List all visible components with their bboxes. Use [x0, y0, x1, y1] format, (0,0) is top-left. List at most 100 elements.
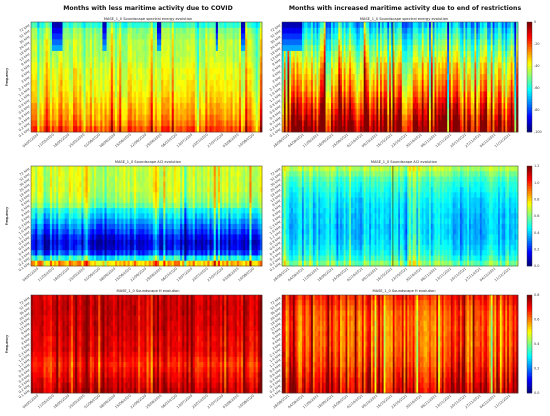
heatmap-cell — [372, 33, 375, 40]
heatmap-cell — [401, 22, 404, 29]
heatmap-cell — [70, 171, 74, 177]
heatmap-cell — [68, 108, 72, 115]
heatmap-cell — [356, 79, 359, 86]
heatmap-cell — [194, 103, 198, 110]
heatmap-cell — [35, 27, 38, 34]
heatmap-cell — [358, 33, 361, 40]
heatmap-cell — [228, 56, 231, 63]
heatmap-cell — [350, 27, 354, 34]
heatmap-cell — [161, 50, 164, 58]
heatmap-cell — [163, 166, 166, 172]
heatmap-cell — [447, 45, 450, 52]
heatmap-cell — [104, 166, 107, 172]
heatmap-cell — [236, 85, 240, 92]
heatmap-cell — [257, 22, 261, 29]
heatmap-cell — [389, 79, 392, 86]
heatmap-cell — [39, 166, 42, 172]
heatmap-cell — [318, 50, 321, 58]
heatmap-cell — [407, 33, 410, 40]
heatmap-cell — [203, 176, 206, 183]
heatmap-cell — [119, 74, 122, 81]
heatmap-cell — [255, 97, 259, 104]
heatmap-cell — [33, 50, 36, 58]
heatmap-cell — [458, 33, 461, 40]
heatmap-cell — [396, 126, 399, 133]
heatmap-cell — [298, 22, 301, 29]
heatmap-cell — [125, 50, 128, 58]
heatmap-cell — [175, 62, 179, 69]
heatmap-cell — [343, 68, 346, 75]
heatmap-cell — [396, 45, 399, 52]
heatmap-cell — [456, 62, 459, 69]
heatmap-cell — [87, 33, 91, 40]
heatmap-cell — [207, 171, 210, 177]
heatmap-cell — [108, 126, 112, 133]
heatmap-cell — [485, 114, 488, 121]
heatmap-cell — [161, 108, 164, 115]
heatmap-cell — [501, 27, 504, 34]
heatmap-cell — [33, 39, 36, 46]
heatmap-cell — [106, 79, 109, 86]
heatmap-cell — [207, 91, 210, 98]
heatmap-cell — [340, 79, 343, 86]
heatmap-cell — [106, 85, 109, 92]
heatmap-cell — [133, 62, 137, 69]
heatmap-cell — [407, 126, 410, 133]
heatmap-cell — [196, 45, 200, 52]
heatmap-cell — [392, 74, 395, 81]
heatmap-cell — [492, 97, 495, 104]
heatmap-cell — [427, 114, 430, 121]
heatmap-cell — [159, 50, 162, 58]
heatmap-cell — [73, 120, 76, 127]
heatmap-cell — [136, 171, 139, 177]
heatmap-cell — [64, 45, 67, 52]
heatmap-cell — [163, 74, 166, 81]
heatmap-cell — [47, 85, 51, 92]
heatmap-cell — [419, 79, 423, 86]
heatmap-cell — [400, 120, 403, 127]
heatmap-cell — [87, 27, 91, 34]
heatmap-cell — [459, 56, 463, 63]
heatmap-cell — [470, 22, 473, 29]
heatmap-cell — [31, 56, 34, 63]
heatmap-cell — [175, 27, 179, 34]
heatmap-cell — [438, 56, 441, 63]
heatmap-cell — [180, 27, 183, 34]
heatmap-cell — [352, 126, 355, 133]
heatmap-cell — [432, 91, 435, 98]
heatmap-cell — [243, 27, 246, 34]
heatmap-cell — [492, 56, 495, 63]
heatmap-cell — [372, 91, 375, 98]
heatmap-cell — [423, 74, 426, 81]
heatmap-cell — [117, 56, 120, 63]
heatmap-cell — [110, 33, 114, 40]
heatmap-cell — [171, 126, 175, 133]
heatmap-cell — [171, 114, 175, 121]
heatmap-cell — [87, 91, 91, 98]
heatmap-cell — [316, 103, 319, 110]
heatmap-cell — [343, 33, 346, 40]
heatmap-cell — [323, 91, 326, 98]
heatmap-cell — [150, 103, 154, 110]
heatmap-cell — [516, 45, 519, 52]
heatmap-cell — [283, 97, 286, 104]
heatmap-cell — [226, 62, 229, 69]
heatmap-cell — [503, 85, 506, 92]
heatmap-cell — [125, 45, 128, 52]
heatmap-cell — [498, 33, 501, 40]
heatmap-cell — [510, 22, 513, 29]
heatmap-cell — [374, 22, 377, 29]
heatmap-cell — [496, 39, 499, 46]
heatmap-cell — [476, 97, 479, 104]
heatmap-cell — [167, 68, 170, 75]
heatmap-cell — [512, 97, 515, 104]
heatmap-cell — [305, 68, 308, 75]
heatmap-cell — [119, 39, 122, 46]
heatmap-cell — [85, 62, 88, 69]
heatmap-cell — [39, 45, 42, 52]
heatmap-cell — [323, 74, 326, 81]
heatmap-cell — [503, 22, 506, 29]
heatmap-cell — [224, 85, 227, 92]
heatmap-cell — [438, 74, 441, 81]
heatmap-cell — [66, 91, 70, 98]
